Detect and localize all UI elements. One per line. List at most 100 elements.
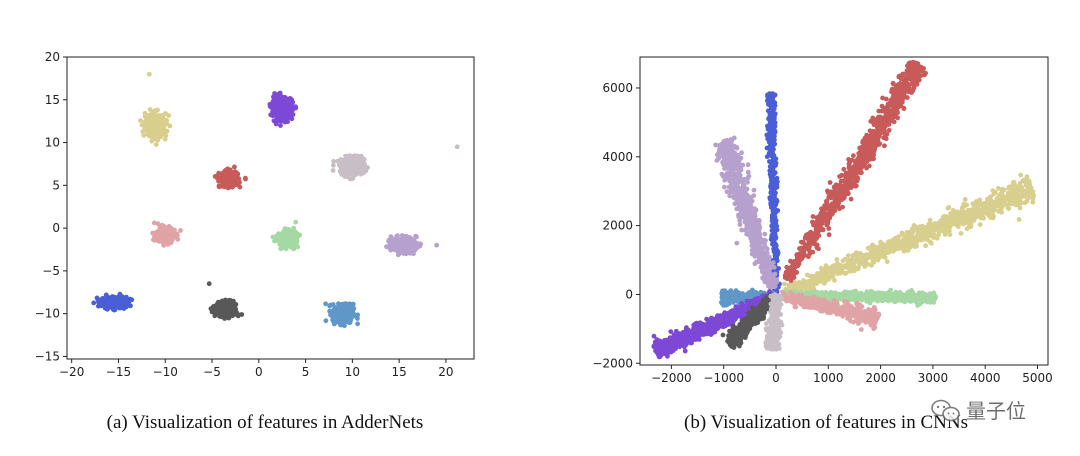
scatter-point-class-3 [220,171,226,176]
scatter-point-class-1 [880,95,885,101]
scatter-point-outlier [434,242,439,248]
scatter-point-class-1 [900,91,906,96]
scatter-point-class-4 [331,159,336,164]
scatter-point-class-7 [391,237,397,242]
scatter-point-class-0 [769,212,775,218]
scatter-point-class-6 [270,234,276,240]
scatter-point-class-1 [273,100,279,106]
scatter-point-class-0 [772,92,778,98]
scatter-point-class-0 [770,199,776,205]
scatter-point-class-1 [871,156,876,162]
scatter-point-class-1 [274,95,280,101]
scatter-point-class-1 [783,269,789,275]
scatter-point-class-1 [882,143,887,149]
scatter-point-class-8 [228,306,234,312]
scatter-point-class-7 [387,245,392,251]
scatter-point-class-0 [96,299,101,305]
scatter-point-class-1 [864,165,869,171]
scatter-point-class-1 [894,93,900,98]
panel-a-scatter-points [91,71,460,329]
scatter-point-class-6 [295,244,300,250]
scatter-point-class-1 [845,176,851,181]
scatter-point-class-1 [822,206,827,212]
scatter-point-class-1 [915,65,920,71]
scatter-point-class-0 [774,179,780,185]
scatter-point-class-0 [102,305,108,311]
y-tick-label: −15 [35,349,60,363]
scatter-point-class-9 [342,323,347,329]
scatter-point-class-7 [413,233,419,239]
scatter-point-class-6 [272,238,277,244]
scatter-point-class-1 [867,128,873,134]
scatter-point-class-1 [282,102,288,108]
scatter-point-class-2 [158,134,164,140]
scatter-point-class-1 [853,171,859,177]
scatter-point-class-1 [806,231,812,237]
scatter-point-class-9 [355,321,360,327]
scatter-point-class-0 [764,132,770,138]
scatter-point-outlier [206,281,212,287]
scatter-point-class-1 [870,151,876,157]
scatter-point-class-0 [91,300,97,306]
y-tick-label: 15 [45,93,60,107]
scatter-point-class-4 [350,176,356,182]
scatter-point-class-1 [906,72,912,77]
x-tick-label: 10 [345,365,360,379]
scatter-point-class-1 [807,251,812,257]
scatter-point-class-1 [877,141,883,147]
scatter-point-class-0 [108,298,114,303]
scatter-point-class-2 [162,136,168,142]
scatter-point-class-1 [876,129,882,135]
scatter-point-class-2 [150,128,156,134]
scatter-point-class-1 [786,265,792,271]
scatter-point-class-1 [277,103,283,108]
scatter-point-class-8 [234,311,240,316]
scatter-point-class-4 [330,168,336,173]
scatter-point-class-1 [882,119,888,125]
scatter-point-class-0 [774,227,780,233]
scatter-point-class-9 [340,308,346,314]
scatter-point-class-1 [846,165,852,171]
scatter-point-class-1 [830,193,836,199]
scatter-point-class-9 [346,310,351,316]
scatter-point-class-2 [149,138,155,144]
scatter-point-class-1 [861,159,866,165]
scatter-point-class-0 [771,152,776,158]
scatter-point-class-1 [825,221,831,227]
scatter-point-class-1 [814,245,820,251]
x-tick-label: 0 [255,365,263,379]
scatter-point-class-5 [151,220,157,226]
scatter-point-class-2 [147,121,153,127]
scatter-point-class-6 [278,246,284,252]
scatter-point-class-1 [841,178,847,184]
scatter-point-class-5 [166,224,172,229]
scatter-point-class-2 [156,126,162,132]
scatter-point-class-4 [335,158,341,164]
scatter-point-class-0 [114,303,119,309]
scatter-point-class-2 [142,119,147,125]
scatter-point-class-1 [873,120,879,125]
scatter-point-class-5 [154,230,160,236]
scatter-point-class-0 [765,126,771,132]
scatter-point-class-7 [395,252,401,258]
scatter-point-class-5 [171,228,177,234]
scatter-point-class-3 [224,171,230,177]
scatter-point-class-6 [278,237,284,243]
scatter-point-class-1 [915,61,921,66]
y-tick-label: 10 [45,136,60,150]
scatter-point-class-1 [843,170,849,176]
scatter-point-class-1 [791,268,797,274]
scatter-point-class-0 [768,169,774,175]
scatter-point-class-1 [848,196,854,202]
x-tick-label: 15 [392,365,407,379]
scatter-point-class-1 [891,81,896,87]
scatter-point-class-3 [232,164,237,170]
scatter-point-class-1 [857,145,863,151]
scatter-point-class-1 [913,74,919,80]
scatter-point-class-4 [357,154,363,160]
scatter-point-class-9 [331,318,337,324]
scatter-point-class-1 [271,118,277,124]
scatter-point-class-0 [767,110,773,116]
scatter-point-class-4 [344,158,350,164]
scatter-point-class-4 [344,169,350,175]
